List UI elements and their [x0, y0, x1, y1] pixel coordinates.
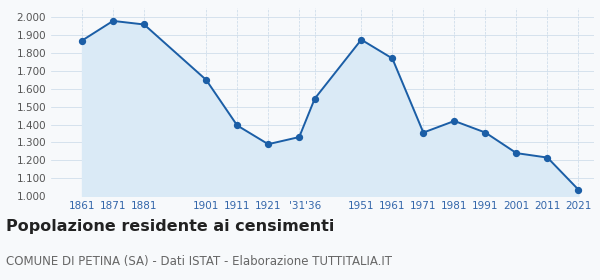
Point: [108, 19, 118, 23]
Point: [310, 96, 320, 101]
Point: [542, 155, 552, 160]
Point: [449, 119, 459, 123]
Point: [481, 130, 490, 135]
Text: Popolazione residente ai censimenti: Popolazione residente ai censimenti: [6, 219, 334, 234]
Point: [574, 188, 583, 192]
Point: [295, 135, 304, 139]
Point: [356, 38, 366, 42]
Point: [77, 38, 87, 43]
Point: [139, 22, 149, 27]
Point: [232, 123, 242, 128]
Point: [202, 78, 211, 82]
Point: [388, 56, 397, 61]
Point: [263, 142, 273, 146]
Text: COMUNE DI PETINA (SA) - Dati ISTAT - Elaborazione TUTTITALIA.IT: COMUNE DI PETINA (SA) - Dati ISTAT - Ela…: [6, 255, 392, 268]
Point: [512, 151, 521, 155]
Point: [419, 130, 428, 135]
